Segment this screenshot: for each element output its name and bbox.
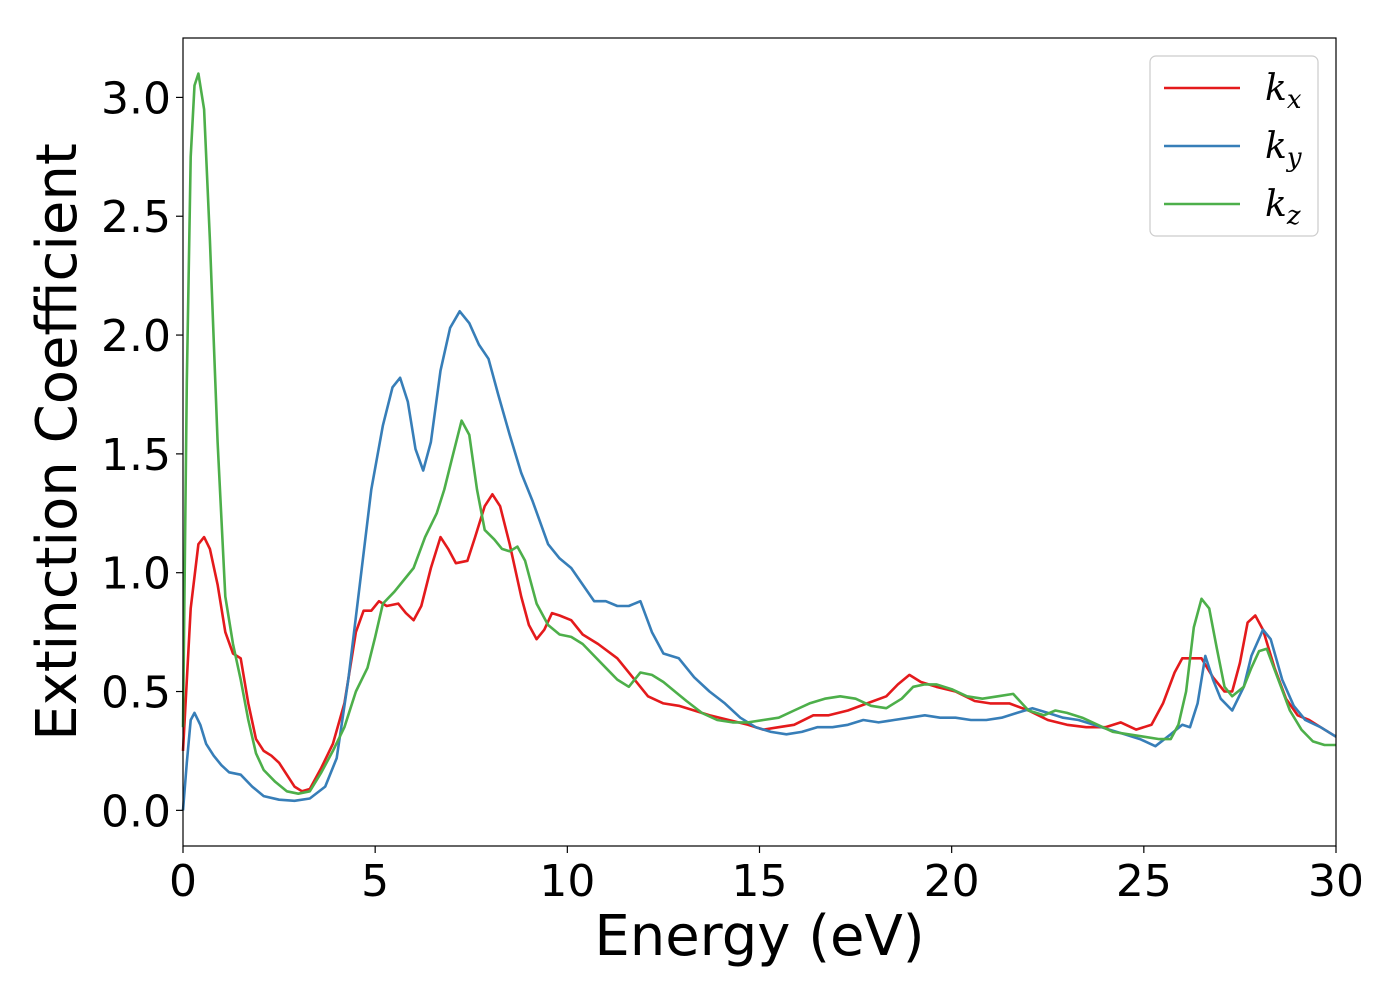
y-axis-label: Extinction Coefficient [25,143,90,741]
legend-label-z: kz [1265,184,1301,231]
legend-label-subscript: z [1286,201,1301,231]
series-line-x [181,493,1337,793]
x-tick-label: 10 [539,856,595,907]
legend-label-subscript: x [1287,85,1302,115]
y-tick-label: 2.0 [101,311,171,362]
y-axis: 0.0 0.5 1.0 1.5 2.0 2.5 3.0 [101,73,183,837]
x-axis: 0 5 10 15 20 25 30 [169,846,1364,907]
y-tick-label: 0.0 [101,786,171,837]
y-tick-label: 2.5 [101,192,171,243]
y-tick-label: 1.0 [101,549,171,600]
legend-label-base: k [1265,184,1287,225]
x-tick-label: 25 [1116,856,1172,907]
series-layer [181,72,1337,811]
series-line-z [181,72,1336,795]
x-tick-label: 20 [924,856,980,907]
series-line-y [181,310,1337,811]
x-tick-label: 5 [361,856,389,907]
legend-label-base: k [1265,126,1287,167]
legend-label-base: k [1265,68,1287,109]
x-tick-label: 30 [1308,856,1364,907]
y-tick-label: 0.5 [101,668,171,719]
x-tick-label: 0 [169,856,197,907]
x-axis-label: Energy (eV) [594,904,924,969]
x-tick-label: 15 [732,856,788,907]
legend-label-x: kx [1265,68,1302,115]
legend-label-subscript: y [1286,143,1302,173]
y-tick-label: 3.0 [101,73,171,124]
y-tick-label: 1.5 [101,430,171,481]
legend-label-y: ky [1265,126,1302,173]
